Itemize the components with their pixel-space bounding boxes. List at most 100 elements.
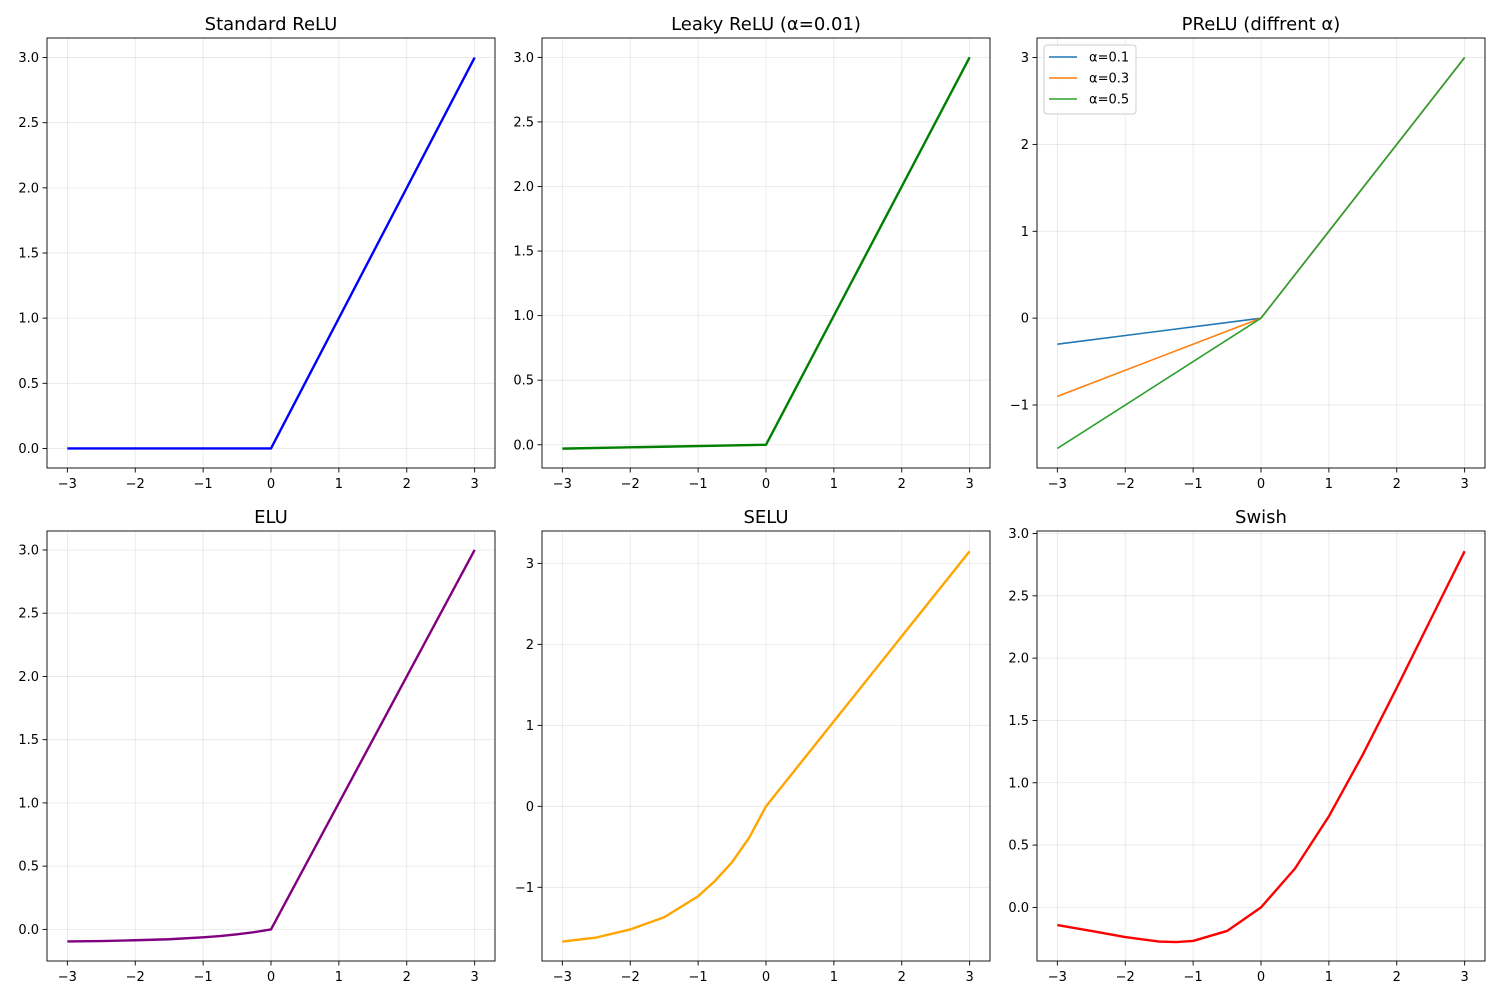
x-tick-label: −3 (58, 970, 77, 985)
y-tick-label: 2.0 (18, 670, 39, 685)
y-tick-label: 2.5 (1008, 589, 1029, 604)
x-tick-label: 1 (335, 970, 343, 985)
y-tick-label: 2.0 (18, 181, 39, 196)
x-tick-label: 3 (470, 970, 478, 985)
x-tick-label: −1 (689, 477, 708, 492)
y-tick-label: 1.5 (1008, 714, 1029, 729)
y-tick-label: 0 (1021, 312, 1029, 327)
y-tick-label: 0.0 (18, 442, 39, 457)
x-tick-label: −3 (58, 477, 77, 492)
chart-title: SELU (743, 507, 788, 528)
series-line-1 (562, 56, 971, 450)
y-tick-label: 2.5 (513, 115, 534, 130)
series-line-1 (67, 56, 476, 450)
y-tick-label: 0.5 (1008, 839, 1029, 854)
x-tick-label: −2 (126, 970, 145, 985)
x-tick-label: 0 (762, 970, 770, 985)
x-tick-label: −1 (194, 970, 213, 985)
x-tick-label: −2 (1116, 477, 1135, 492)
x-tick-label: 0 (1257, 970, 1265, 985)
x-tick-label: 1 (1325, 970, 1333, 985)
y-tick-label: 0.5 (513, 374, 534, 389)
x-tick-label: 2 (898, 477, 906, 492)
y-tick-label: 1 (1021, 225, 1029, 240)
x-tick-label: 3 (1460, 477, 1468, 492)
x-tick-label: −2 (621, 970, 640, 985)
y-tick-label: 2.5 (18, 116, 39, 131)
chart-panel-3: −3 −2 −1 0 1 2 3 −1 0 1 2 3 PReLU (diffrent α) α=0.1 α… (1010, 14, 1486, 492)
y-tick-label: −1 (1010, 399, 1029, 414)
y-tick-label: 3.0 (18, 543, 39, 558)
x-tick-label: 0 (762, 477, 770, 492)
chart-title: Standard ReLU (205, 14, 338, 35)
y-tick-label: 3.0 (1008, 527, 1029, 542)
x-tick-label: 1 (830, 970, 838, 985)
y-tick-label: 1.5 (18, 247, 39, 262)
y-tick-label: 0.0 (513, 438, 534, 453)
chart-panel-5: −3 −2 −1 0 1 2 3 −1 0 1 2 3 SELU (515, 507, 991, 985)
chart-panel-4: −3 −2 −1 0 1 2 3 0.0 0.5 1.0 1.5 2.0 2.5 3.0 ELU (18, 507, 496, 985)
chart-title: Leaky ReLU (α=0.01) (671, 14, 861, 35)
y-tick-label: 0.0 (1008, 901, 1029, 916)
x-tick-label: 1 (830, 477, 838, 492)
y-tick-label: 1 (526, 719, 534, 734)
legend-box (1043, 44, 1137, 115)
x-tick-label: 1 (335, 477, 343, 492)
x-tick-label: −3 (1048, 970, 1067, 985)
y-tick-label: 2.0 (1008, 652, 1029, 667)
x-tick-label: 0 (267, 970, 275, 985)
y-tick-label: 3.0 (513, 51, 534, 66)
y-tick-label: 1.5 (513, 245, 534, 260)
x-tick-label: 0 (267, 477, 275, 492)
chart-title: ELU (254, 507, 288, 528)
y-tick-label: 3 (526, 557, 534, 572)
y-tick-label: 0.5 (18, 377, 39, 392)
y-tick-label: 0.5 (18, 860, 39, 875)
x-tick-label: −3 (1048, 477, 1067, 492)
y-tick-label: 2 (526, 638, 534, 653)
x-tick-label: −1 (194, 477, 213, 492)
y-tick-label: 2.0 (513, 180, 534, 195)
legend-entry: α=0.3 (1089, 72, 1129, 87)
x-tick-label: 1 (1325, 477, 1333, 492)
series-line-1 (1057, 550, 1466, 944)
x-tick-label: 3 (1460, 970, 1468, 985)
x-tick-label: −2 (1116, 970, 1135, 985)
y-tick-label: 3 (1021, 51, 1029, 66)
x-tick-label: 3 (965, 477, 973, 492)
chart-panel-6: −3 −2 −1 0 1 2 3 0.0 0.5 1.0 1.5 2.0 2.5 3.0 Swish (1008, 507, 1486, 985)
x-tick-label: 2 (403, 477, 411, 492)
y-tick-label: 3.0 (18, 51, 39, 66)
y-tick-label: 0 (526, 800, 534, 815)
x-tick-label: −2 (621, 477, 640, 492)
y-tick-label: 1.0 (18, 312, 39, 327)
x-tick-label: 0 (1257, 477, 1265, 492)
x-tick-label: −3 (553, 477, 572, 492)
y-tick-label: 2 (1021, 138, 1029, 153)
x-tick-label: 3 (965, 970, 973, 985)
y-tick-label: −1 (515, 881, 534, 896)
legend-entry: α=0.1 (1089, 51, 1129, 66)
y-tick-label: 1.0 (18, 796, 39, 811)
chart-title: Swish (1235, 507, 1287, 528)
x-tick-label: 2 (1393, 970, 1401, 985)
x-tick-label: −2 (126, 477, 145, 492)
legend: α=0.1 α=0.3 α=0.5 (1043, 44, 1137, 115)
x-tick-label: 3 (470, 477, 478, 492)
series-line-α=0.5 (1056, 57, 1466, 450)
x-tick-label: 2 (403, 970, 411, 985)
x-tick-label: −3 (553, 970, 572, 985)
x-tick-label: −1 (1184, 477, 1203, 492)
series-line-1 (562, 550, 971, 943)
chart-panel-2: −3 −2 −1 0 1 2 3 0.0 0.5 1.0 1.5 2.0 2.5 3.0 Leaky ReL… (513, 14, 991, 492)
y-tick-label: 1.0 (1008, 776, 1029, 791)
x-tick-label: 2 (1393, 477, 1401, 492)
y-tick-label: 1.0 (513, 309, 534, 324)
series-line-1 (67, 549, 476, 943)
chart-title: PReLU (diffrent α) (1182, 14, 1341, 35)
x-tick-label: −1 (689, 970, 708, 985)
y-tick-label: 1.5 (18, 733, 39, 748)
y-tick-label: 2.5 (18, 607, 39, 622)
x-tick-label: −1 (1184, 970, 1203, 985)
